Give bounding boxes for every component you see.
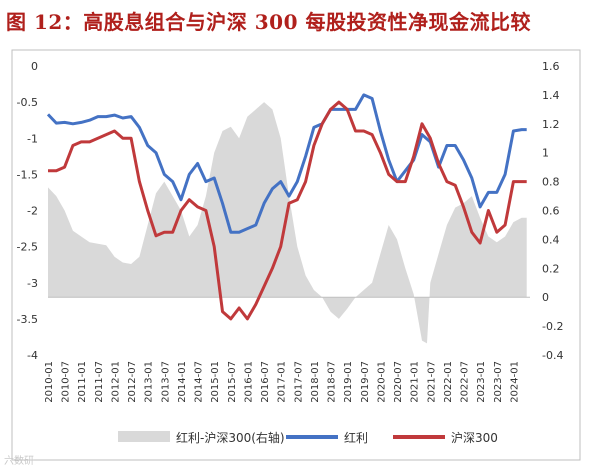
x-axis-tick-label: 2014-07 xyxy=(194,361,205,403)
right-axis-tick-label: -0.4 xyxy=(542,349,563,362)
legend-swatch-area xyxy=(118,431,170,442)
legend-label: 红利 xyxy=(344,430,368,445)
x-axis-tick-label: 2022-01 xyxy=(443,361,454,403)
watermark: 六数研 xyxy=(4,456,34,467)
area-layer xyxy=(48,102,527,344)
plot-frame xyxy=(11,49,581,461)
x-axis-tick-label: 2019-01 xyxy=(343,361,354,403)
x-axis-tick-label: 2010-07 xyxy=(61,361,72,403)
x-axis-tick-label: 2015-07 xyxy=(227,361,238,403)
left-axis-tick-label: -4 xyxy=(27,349,38,362)
x-axis-tick-label: 2023-07 xyxy=(493,361,504,403)
chart-title: 图 12：高股息组合与沪深 300 每股投资性净现金流比较 xyxy=(6,10,531,34)
x-axis-tick-label: 2020-07 xyxy=(393,361,404,403)
left-axis-tick-label: 0 xyxy=(31,60,38,73)
line-series-hs300 xyxy=(48,100,527,321)
x-axis-tick-label: 2011-01 xyxy=(77,361,88,403)
x-axis-tick-label: 2021-01 xyxy=(410,361,421,403)
line-series-hongli xyxy=(46,93,527,234)
x-axis-tick-label: 2017-01 xyxy=(277,361,288,403)
left-axis-tick-label: -2 xyxy=(27,205,38,218)
x-axis-tick-label: 2024-01 xyxy=(509,361,520,403)
x-axis-tick-label: 2022-07 xyxy=(460,361,471,403)
x-axis-tick-label: 2014-01 xyxy=(177,361,188,403)
x-axis-tick-label: 2012-07 xyxy=(127,361,138,403)
x-axis-tick-label: 2021-07 xyxy=(426,361,437,403)
x-axis-tick-label: 2013-01 xyxy=(144,361,155,403)
right-axis-tick-label: 1.6 xyxy=(542,60,560,73)
right-axis-tick-label: -0.2 xyxy=(542,320,563,333)
x-axis-tick-label: 2017-07 xyxy=(293,361,304,403)
line-layer xyxy=(46,93,527,321)
right-axis-tick-label: 0.6 xyxy=(542,205,560,218)
x-axis-tick-label: 2015-01 xyxy=(210,361,221,403)
left-axis-tick-label: -2.5 xyxy=(17,241,38,254)
x-axis-tick-label: 2018-01 xyxy=(310,361,321,403)
x-axis-tick-label: 2010-01 xyxy=(44,361,55,403)
x-axis-tick-label: 2018-07 xyxy=(327,361,338,403)
right-axis-tick-label: 0.2 xyxy=(542,262,560,275)
left-axis-tick-label: -1.5 xyxy=(17,168,38,181)
x-axis-tick-label: 2012-01 xyxy=(110,361,121,403)
left-axis-tick-label: -3.5 xyxy=(17,313,38,326)
chart-area: 0 -0.5 -1 -1.5 -2 -2.5 -3 -3.5 -4 1.6 1.4 1.2 1 0.8 0.… xyxy=(0,48,589,471)
x-axis-tick-label: 2011-07 xyxy=(94,361,105,403)
axis-layer: 0 -0.5 -1 -1.5 -2 -2.5 -3 -3.5 -4 1.6 1.4 1.2 1 0.8 0.… xyxy=(17,60,564,403)
right-axis-tick-label: 0.8 xyxy=(542,176,560,189)
x-axis-tick-label: 2020-01 xyxy=(376,361,387,403)
right-axis-tick-label: 1.4 xyxy=(542,89,560,102)
legend: 红利-沪深300(右轴) 红利 沪深300 xyxy=(118,430,498,445)
legend-label: 沪深300 xyxy=(451,431,498,445)
x-axis-tick-label: 2016-01 xyxy=(243,361,254,403)
area-series-hongli-minus-hs300 xyxy=(48,102,527,344)
chart-svg: 0 -0.5 -1 -1.5 -2 -2.5 -3 -3.5 -4 1.6 1.4 1.2 1 0.8 0.… xyxy=(11,49,581,461)
left-axis-tick-label: -0.5 xyxy=(17,96,38,109)
right-axis-tick-label: 1.2 xyxy=(542,118,560,131)
right-axis-tick-label: 0 xyxy=(542,291,549,304)
x-axis-tick-label: 2019-07 xyxy=(360,361,371,403)
x-axis-tick-label: 2016-07 xyxy=(260,361,271,403)
x-axis-tick-label: 2013-07 xyxy=(160,361,171,403)
legend-label: 红利-沪深300(右轴) xyxy=(176,430,285,445)
left-axis-tick-label: -3 xyxy=(27,277,38,290)
left-axis-tick-label: -1 xyxy=(27,132,38,145)
right-axis-tick-label: 0.4 xyxy=(542,233,560,246)
right-axis-tick-label: 1 xyxy=(542,147,549,160)
x-axis-tick-label: 2023-01 xyxy=(476,361,487,403)
